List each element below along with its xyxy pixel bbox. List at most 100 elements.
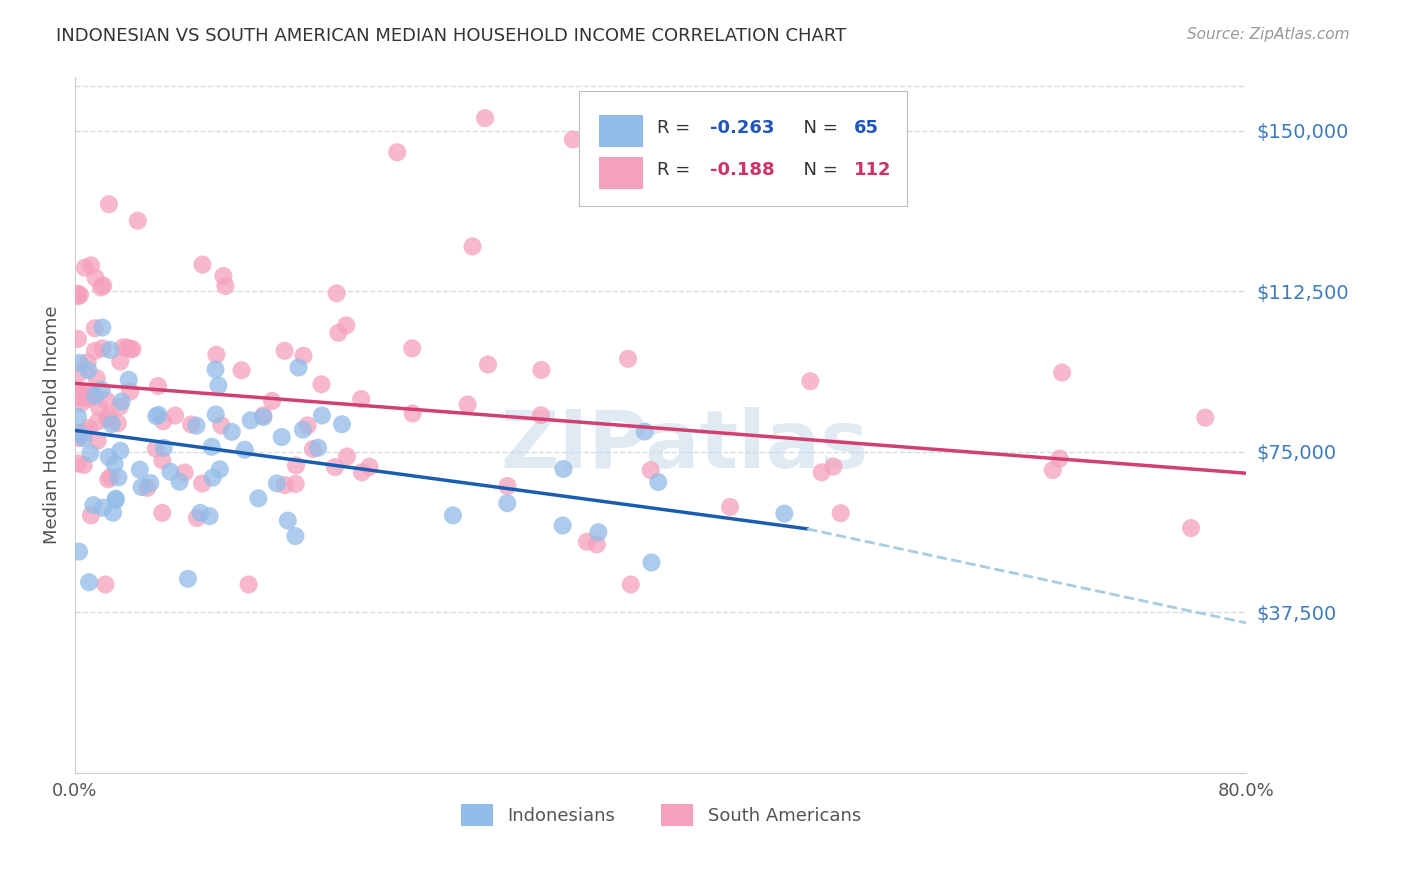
Point <box>69 288 91 302</box>
Point <box>110 354 132 368</box>
Point <box>101 506 124 520</box>
Point <box>328 326 350 340</box>
Point <box>84 343 107 358</box>
Point <box>84 270 107 285</box>
Point <box>86 434 108 448</box>
Point <box>169 475 191 489</box>
Point <box>647 475 669 489</box>
Y-axis label: Median Household Income: Median Household Income <box>44 306 60 544</box>
Point <box>66 286 89 301</box>
Point <box>214 279 236 293</box>
Point <box>307 441 329 455</box>
Point <box>461 239 484 253</box>
Point <box>101 417 124 432</box>
Point <box>530 408 553 422</box>
Point <box>107 470 129 484</box>
Point <box>97 450 120 464</box>
Point <box>180 417 202 432</box>
Text: Source: ZipAtlas.com: Source: ZipAtlas.com <box>1187 27 1350 42</box>
Point <box>325 286 347 301</box>
Text: -0.188: -0.188 <box>710 161 775 179</box>
Point <box>553 462 575 476</box>
Point <box>94 577 117 591</box>
Point <box>136 481 159 495</box>
Point <box>1194 410 1216 425</box>
Point <box>83 321 105 335</box>
Point <box>127 213 149 227</box>
Point <box>530 363 553 377</box>
Point <box>70 396 93 410</box>
Text: INDONESIAN VS SOUTH AMERICAN MEDIAN HOUSEHOLD INCOME CORRELATION CHART: INDONESIAN VS SOUTH AMERICAN MEDIAN HOUS… <box>56 27 846 45</box>
Point <box>1050 366 1073 380</box>
Point <box>231 363 253 377</box>
Point <box>104 491 127 506</box>
Point <box>212 268 235 283</box>
Point <box>588 525 610 540</box>
Point <box>66 332 89 346</box>
Point <box>82 498 104 512</box>
Point <box>302 442 325 456</box>
Point <box>634 425 657 439</box>
Point <box>177 572 200 586</box>
Point <box>150 506 173 520</box>
Point <box>679 153 702 168</box>
Point <box>496 479 519 493</box>
Point <box>121 342 143 356</box>
Point <box>91 342 114 356</box>
Point <box>188 506 211 520</box>
Point <box>359 459 381 474</box>
Point <box>191 476 214 491</box>
Point <box>145 442 167 456</box>
Text: ZIPatlas: ZIPatlas <box>501 407 869 485</box>
Point <box>1049 451 1071 466</box>
Point <box>208 462 231 476</box>
Point <box>67 544 90 558</box>
Point <box>186 511 208 525</box>
Point <box>238 577 260 591</box>
Bar <box>599 115 643 147</box>
Point <box>80 508 103 523</box>
Point <box>73 458 96 472</box>
Point <box>186 418 208 433</box>
Point <box>823 459 845 474</box>
Point <box>97 472 120 486</box>
Point <box>131 480 153 494</box>
Point <box>262 394 284 409</box>
Point <box>69 356 91 370</box>
Text: 112: 112 <box>853 161 891 179</box>
Point <box>148 408 170 422</box>
Point <box>277 514 299 528</box>
Point <box>90 280 112 294</box>
Point <box>100 470 122 484</box>
Point <box>75 425 97 439</box>
Point <box>173 466 195 480</box>
Point <box>84 388 107 402</box>
Point <box>640 556 662 570</box>
Point <box>830 506 852 520</box>
Point <box>551 518 574 533</box>
Point <box>330 417 353 432</box>
Point <box>87 400 110 414</box>
Point <box>205 348 228 362</box>
Point <box>96 393 118 408</box>
Point <box>159 465 181 479</box>
Point <box>323 460 346 475</box>
Point <box>97 409 120 423</box>
Point <box>77 392 100 406</box>
Point <box>585 537 607 551</box>
Point <box>285 458 308 473</box>
Point <box>620 577 643 591</box>
Point <box>90 383 112 397</box>
Point <box>120 343 142 357</box>
Point <box>233 442 256 457</box>
Point <box>103 457 125 471</box>
Point <box>98 343 121 357</box>
Point <box>79 387 101 401</box>
Text: 65: 65 <box>853 120 879 137</box>
Point <box>67 426 90 441</box>
Point <box>401 407 423 421</box>
Point <box>66 457 89 471</box>
Point <box>799 374 821 388</box>
Point <box>72 431 94 445</box>
Point <box>87 415 110 429</box>
